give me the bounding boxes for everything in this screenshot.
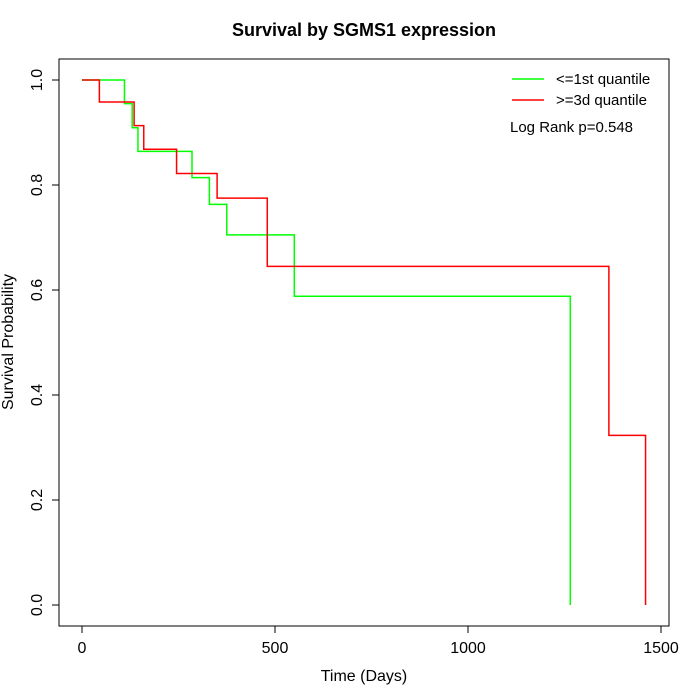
y-tick-label: 0.4 [29, 384, 46, 406]
y-axis: 0.0 0.2 0.4 0.6 0.8 1.0 [29, 69, 60, 616]
x-tick-label: 0 [78, 640, 87, 657]
series-line-low-quantile [82, 79, 572, 605]
y-tick-label: 0.2 [29, 489, 46, 511]
y-axis-label: Survival Probability [0, 274, 17, 410]
x-tick-label: 500 [262, 640, 289, 657]
series-layer [82, 79, 647, 605]
log-rank-annotation: Log Rank p=0.548 [510, 119, 633, 136]
y-tick-label: 0.0 [29, 594, 46, 616]
y-tick-label: 0.8 [29, 174, 46, 196]
chart-title: Survival by SGMS1 expression [232, 20, 496, 40]
legend-label-high: >=3d quantile [556, 92, 647, 109]
y-tick-label: 0.6 [29, 279, 46, 301]
series-line-high-quantile [82, 79, 647, 605]
x-axis-label: Time (Days) [321, 668, 408, 685]
legend-label-low: <=1st quantile [556, 71, 650, 88]
x-tick-label: 1500 [643, 640, 679, 657]
x-tick-label: 1000 [450, 640, 486, 657]
x-axis: 0 500 1000 1500 [78, 625, 679, 657]
legend: <=1st quantile >=3d quantile [512, 71, 650, 109]
y-tick-label: 1.0 [29, 69, 46, 91]
